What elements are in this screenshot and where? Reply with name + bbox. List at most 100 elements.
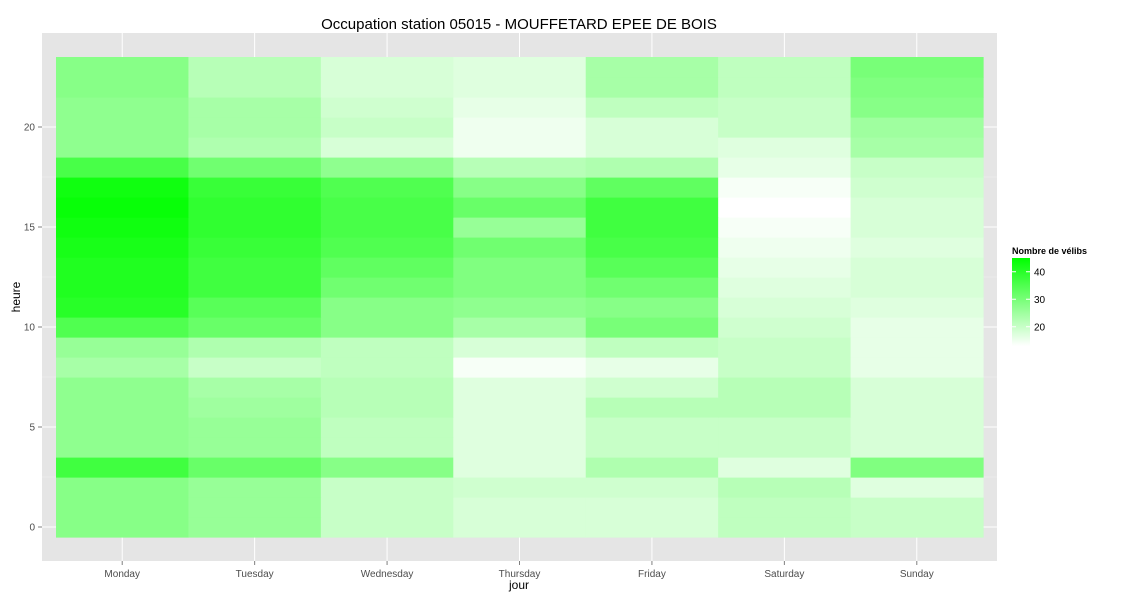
heatmap-cell xyxy=(718,337,852,358)
heatmap-cell xyxy=(718,437,852,458)
heatmap-cell xyxy=(718,477,852,498)
heatmap-cell xyxy=(453,97,587,118)
y-tick-label: 5 xyxy=(29,423,35,434)
heatmap-cell xyxy=(850,317,984,338)
x-tick-label: Monday xyxy=(104,569,140,580)
heatmap-cell xyxy=(585,517,719,538)
heatmap-cell xyxy=(188,437,322,458)
heatmap-cell xyxy=(56,377,190,398)
heatmap-cell xyxy=(56,277,190,298)
heatmap-cell xyxy=(320,237,454,258)
x-tick-label: Saturday xyxy=(764,569,804,580)
heatmap-cell xyxy=(188,177,322,198)
y-axis: 0 5 10 15 20 xyxy=(24,123,42,534)
heatmap-cell xyxy=(585,57,719,78)
heatmap-cell xyxy=(850,457,984,478)
legend-label: 20 xyxy=(1034,322,1046,333)
heatmap-cell xyxy=(56,417,190,438)
heatmap-cell xyxy=(585,77,719,98)
heatmap-cell xyxy=(188,237,322,258)
heatmap-cell xyxy=(585,497,719,518)
y-tick-label: 0 xyxy=(29,523,35,534)
heatmap-cell xyxy=(850,517,984,538)
heatmap-cell xyxy=(56,297,190,318)
heatmap-cell xyxy=(453,377,587,398)
heatmap-cell xyxy=(585,417,719,438)
heatmap-cell xyxy=(718,517,852,538)
heatmap-cell xyxy=(320,377,454,398)
heatmap-cell xyxy=(585,317,719,338)
x-axis: Monday Tuesday Wednesday Thursday Friday Satu… xyxy=(104,561,934,580)
heatmap-cell xyxy=(585,457,719,478)
heatmap-cell xyxy=(188,117,322,138)
heatmap-cell xyxy=(188,357,322,378)
y-tick-label: 15 xyxy=(24,223,36,234)
heatmap-cell xyxy=(850,177,984,198)
heatmap-cell xyxy=(718,357,852,378)
heatmap-cell xyxy=(718,217,852,238)
heatmap-cell xyxy=(453,57,587,78)
heatmap-cell xyxy=(453,197,587,218)
heatmap-cell xyxy=(453,357,587,378)
heatmap-cell xyxy=(850,377,984,398)
heatmap-cell xyxy=(453,77,587,98)
heatmap-cell xyxy=(453,157,587,178)
heatmap-cell xyxy=(718,417,852,438)
heatmap-cell xyxy=(56,337,190,358)
heatmap-cell xyxy=(585,377,719,398)
heatmap-cell xyxy=(56,237,190,258)
heatmap-cell xyxy=(188,97,322,118)
heatmap-cell xyxy=(585,397,719,418)
heatmap-cell xyxy=(320,277,454,298)
heatmap-cell xyxy=(718,57,852,78)
heatmap-cell xyxy=(585,237,719,258)
heatmap-cell xyxy=(718,97,852,118)
heatmap-cell xyxy=(56,497,190,518)
heatmap-cell xyxy=(850,337,984,358)
tiles-layer xyxy=(56,57,984,538)
heatmap-cell xyxy=(320,437,454,458)
heatmap-cell xyxy=(320,97,454,118)
heatmap-cell xyxy=(188,497,322,518)
heatmap-cell xyxy=(718,297,852,318)
heatmap-cell xyxy=(320,317,454,338)
heatmap-cell xyxy=(56,357,190,378)
heatmap-cell xyxy=(56,157,190,178)
heatmap-cell xyxy=(56,177,190,198)
heatmap-cell xyxy=(56,397,190,418)
legend-label: 30 xyxy=(1034,295,1046,306)
legend-label: 40 xyxy=(1034,267,1046,278)
heatmap-cell xyxy=(188,77,322,98)
heatmap-cell xyxy=(320,497,454,518)
heatmap-cell xyxy=(56,77,190,98)
heatmap-cell xyxy=(718,117,852,138)
heatmap-cell xyxy=(850,497,984,518)
heatmap-cell xyxy=(585,277,719,298)
heatmap-cell xyxy=(188,137,322,158)
y-axis-title: heure xyxy=(9,281,23,312)
heatmap-cell xyxy=(850,57,984,78)
heatmap-cell xyxy=(585,117,719,138)
heatmap-cell xyxy=(850,117,984,138)
heatmap-cell xyxy=(718,257,852,278)
heatmap-cell xyxy=(320,77,454,98)
heatmap-cell xyxy=(850,397,984,418)
heatmap-cell xyxy=(188,397,322,418)
heatmap-cell xyxy=(585,437,719,458)
heatmap-cell xyxy=(188,457,322,478)
heatmap-cell xyxy=(453,397,587,418)
heatmap-cell xyxy=(320,117,454,138)
heatmap-cell xyxy=(320,217,454,238)
heatmap-cell xyxy=(585,197,719,218)
heatmap-cell xyxy=(850,157,984,178)
heatmap-cell xyxy=(453,437,587,458)
heatmap-cell xyxy=(850,237,984,258)
heatmap-cell xyxy=(850,197,984,218)
heatmap-cell xyxy=(718,177,852,198)
heatmap-cell xyxy=(320,157,454,178)
heatmap-cell xyxy=(585,477,719,498)
heatmap-cell xyxy=(320,257,454,278)
heatmap-cell xyxy=(585,157,719,178)
heatmap-cell xyxy=(850,77,984,98)
